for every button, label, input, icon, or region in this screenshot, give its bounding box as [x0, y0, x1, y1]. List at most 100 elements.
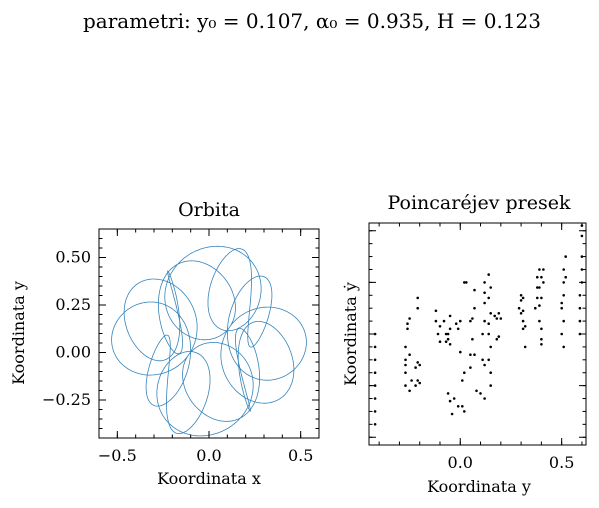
orbit-trajectory: [111, 245, 307, 437]
poincare-point: [373, 410, 377, 413]
poincare-point: [562, 345, 565, 349]
poincare-point: [580, 268, 584, 271]
poincare-xtick-label: 0.0: [448, 453, 473, 472]
orbit-ytick-label: 0.00: [55, 343, 91, 362]
poincare-point: [562, 268, 565, 271]
poincare-point: [408, 389, 411, 393]
poincare-point: [542, 281, 545, 284]
poincare-point: [489, 345, 493, 349]
poincare-point: [521, 327, 525, 331]
poincare-point: [483, 397, 486, 400]
orbit-xtick-label: 0.5: [288, 446, 313, 465]
poincare-point: [497, 312, 501, 315]
poincare-point: [404, 384, 407, 387]
poincare-point: [540, 327, 543, 331]
poincare-point: [448, 399, 452, 403]
poincare-ylabel: Koordinata ẏ: [341, 282, 360, 386]
poincare-point: [448, 314, 452, 318]
poincare-point: [521, 319, 525, 323]
poincare-point: [471, 317, 474, 320]
poincare-point: [404, 345, 407, 349]
poincare-point: [519, 312, 523, 315]
poincare-point: [523, 325, 527, 328]
poincare-point: [540, 343, 543, 346]
poincare-point: [483, 363, 486, 367]
poincare-point: [487, 358, 491, 362]
poincare-point: [438, 340, 442, 344]
poincare-point: [418, 363, 422, 367]
poincare-title: Poincaréjev presek: [388, 192, 571, 214]
poincare-point: [564, 255, 567, 258]
poincare-point: [475, 389, 478, 393]
poincare-point: [483, 301, 486, 305]
poincare-point: [416, 361, 420, 364]
poincare-point: [521, 296, 525, 300]
poincare-point: [438, 325, 442, 328]
poincare-point: [560, 332, 563, 336]
poincare-point: [450, 412, 454, 416]
poincare-point: [497, 335, 501, 338]
poincare-point: [487, 332, 491, 336]
poincare-point: [406, 327, 409, 331]
orbit-axes: −0.5 0.0 0.5 −0.25 0.00 0.25 0.50: [42, 228, 320, 465]
orbit-ylabel: Koordinata y: [9, 281, 28, 385]
orbit-xtick-label: 0.0: [196, 446, 221, 465]
poincare-point: [483, 281, 486, 284]
poincare-point: [489, 286, 493, 289]
poincare-point: [416, 379, 420, 382]
poincare-point: [560, 306, 563, 310]
poincare-point: [540, 337, 543, 341]
poincare-point: [463, 371, 466, 375]
orbit-ytick-label: 0.25: [55, 295, 91, 314]
orbit-xtick-label: −0.5: [98, 446, 137, 465]
poincare-point: [416, 306, 420, 310]
poincare-point: [519, 299, 523, 302]
poincare-point: [461, 405, 464, 408]
poincare-point: [469, 353, 472, 357]
poincare-point: [536, 275, 539, 279]
poincare-point: [483, 291, 486, 295]
poincare-point: [473, 353, 476, 357]
poincare-point: [536, 286, 539, 289]
orbit-ytick-label: 0.50: [55, 248, 91, 267]
orbit-frame: [98, 228, 320, 439]
poincare-point: [454, 322, 458, 326]
poincare-point: [459, 319, 462, 323]
poincare-point: [473, 288, 476, 292]
poincare-plot-area: [373, 224, 584, 426]
poincare-point: [487, 273, 491, 276]
poincare-point: [418, 381, 422, 385]
poincare-point: [542, 268, 545, 271]
poincare-point: [436, 332, 440, 336]
poincare-xtick-label: 0.5: [549, 453, 574, 472]
poincare-point: [540, 296, 543, 300]
orbit-plot-area: [111, 245, 307, 437]
poincare-point: [481, 358, 484, 362]
poincare-point: [538, 319, 541, 323]
poincare-point: [463, 410, 466, 413]
poincare-point: [452, 397, 456, 400]
poincare-point: [469, 366, 472, 369]
poincare-point: [580, 255, 584, 258]
poincare-point: [495, 317, 499, 320]
poincare-point: [483, 319, 486, 323]
poincare-point: [562, 294, 565, 297]
poincare-point: [534, 306, 537, 310]
poincare-point: [406, 322, 409, 326]
poincare-xlabel: Koordinata y: [427, 477, 531, 496]
poincare-point: [493, 314, 497, 318]
poincare-point: [373, 397, 377, 400]
poincare-point: [564, 275, 567, 279]
poincare-point: [517, 306, 521, 310]
poincare-point: [562, 319, 565, 323]
poincare-point: [434, 319, 438, 323]
orbit-xlabel: Koordinata x: [157, 469, 261, 488]
poincare-point: [489, 312, 493, 315]
poincare-point: [404, 371, 407, 375]
poincare-point: [580, 234, 584, 238]
poincare-axes: 0.0 0.5: [369, 223, 586, 472]
poincare-point: [459, 350, 462, 354]
poincare-point: [578, 319, 582, 323]
poincare-point: [373, 358, 377, 362]
